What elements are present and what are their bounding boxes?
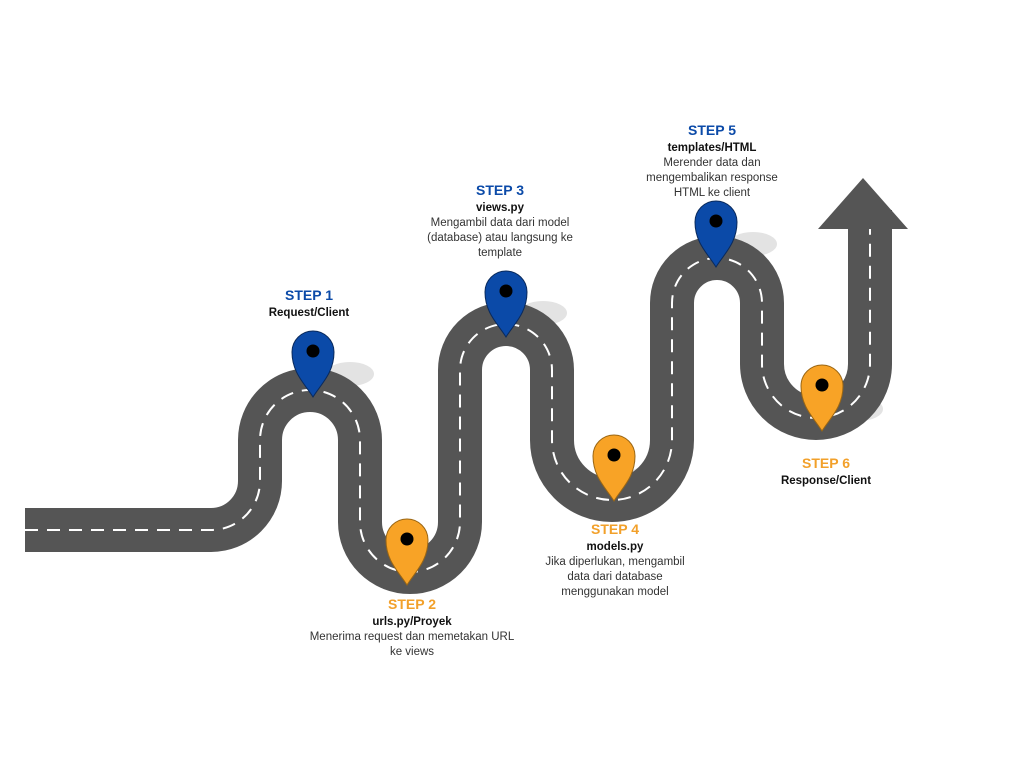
- step-2-desc-line-2: ke views: [389, 646, 435, 658]
- pin-6: [800, 364, 844, 432]
- step-2-name: urls.py/Proyek: [372, 616, 452, 628]
- step-2-title: STEP 2: [388, 596, 436, 612]
- step-1-label: STEP 1 Request/Client: [234, 286, 384, 321]
- pin-2: [385, 518, 429, 586]
- step-3-title: STEP 3: [476, 182, 524, 198]
- step-4-desc-line-3: menggunakan model: [561, 586, 669, 598]
- step-5-desc-line-2: mengembalikan response: [646, 172, 778, 184]
- step-4-desc-line-2: data dari database: [567, 571, 663, 583]
- step-1-title: STEP 1: [285, 287, 333, 303]
- arrow-head: [818, 178, 908, 229]
- step-4-title: STEP 4: [591, 521, 639, 537]
- pin-3: [484, 270, 528, 338]
- pin-4: [592, 434, 636, 502]
- step-5-desc-line-1: Merender data dan: [663, 157, 761, 169]
- pin-5: [694, 200, 738, 268]
- pin-1: [291, 330, 335, 398]
- step-3-label: STEP 3 views.py Mengambil data dari mode…: [390, 181, 610, 261]
- road: [25, 210, 892, 594]
- step-2-label: STEP 2 urls.py/Proyek Menerima request d…: [272, 595, 552, 660]
- step-6-title: STEP 6: [802, 455, 850, 471]
- step-5-desc-line-3: HTML ke client: [673, 187, 751, 199]
- step-6-label: STEP 6 Response/Client: [746, 454, 906, 489]
- step-4-label: STEP 4 models.py Jika diperlukan, mengam…: [505, 520, 725, 600]
- step-3-name: views.py: [476, 202, 524, 214]
- step-3-desc-line-1: Mengambil data dari model: [430, 217, 570, 229]
- step-3-desc-line-2: (database) atau langsung ke: [427, 232, 573, 244]
- step-1-name: Request/Client: [268, 307, 350, 319]
- step-5-title: STEP 5: [688, 122, 736, 138]
- step-3-desc-line-3: template: [477, 247, 523, 259]
- road-center-line: [25, 225, 871, 573]
- step-6-name: Response/Client: [780, 475, 872, 487]
- step-4-desc-line-1: Jika diperlukan, mengambil: [545, 556, 685, 568]
- step-2-desc-line-1: Menerima request dan memetakan URL: [309, 631, 515, 643]
- step-5-label: STEP 5 templates/HTML Merender data dan …: [602, 121, 822, 201]
- step-5-name: templates/HTML: [667, 142, 757, 154]
- step-4-name: models.py: [586, 541, 644, 553]
